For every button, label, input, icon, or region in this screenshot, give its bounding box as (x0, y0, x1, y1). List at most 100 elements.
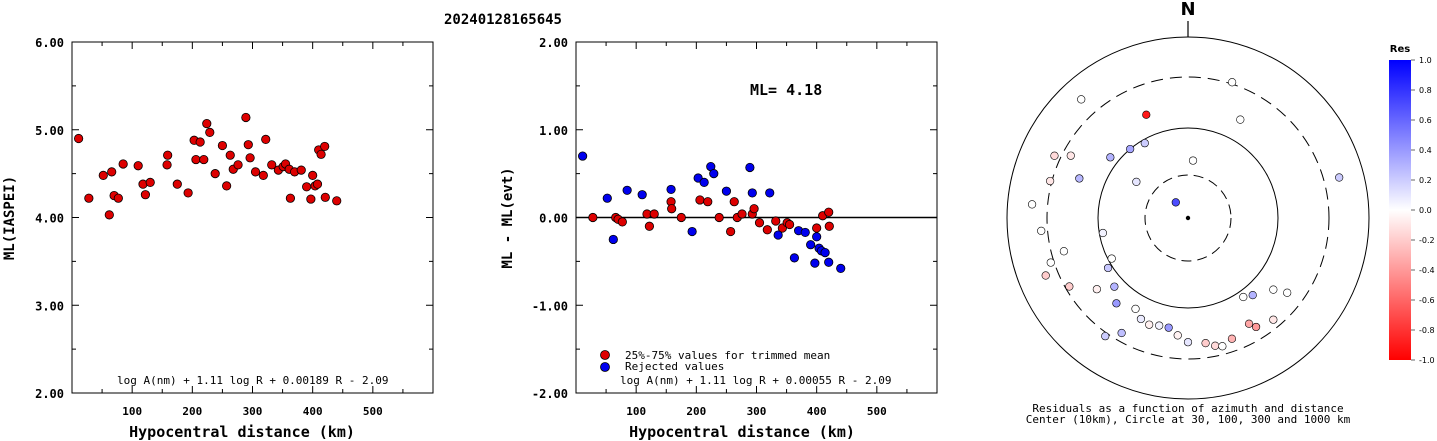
data-point (644, 221, 655, 231)
y-tick-label: 2.00 (539, 36, 568, 50)
colorbar-tick-label: -1.0 (1419, 356, 1435, 365)
station-point (1059, 247, 1068, 256)
data-point (241, 112, 251, 123)
data-point (588, 212, 598, 223)
legend-marker-rejected (600, 362, 610, 372)
ring-100km (1097, 127, 1279, 309)
station-point (1037, 226, 1046, 235)
station-point (1107, 254, 1116, 263)
data-point (250, 167, 261, 177)
rejected-point (820, 248, 830, 258)
p2-ylabel: ML - ML(evt) (500, 167, 516, 268)
station-point (1218, 342, 1227, 351)
north-label: N (1180, 0, 1195, 20)
p2-points (578, 151, 846, 273)
x-tick-label: 300 (747, 405, 767, 418)
p2-xlabel: Hypocentral distance (km) (629, 423, 855, 441)
data-point (676, 212, 686, 223)
ring-300km (1046, 76, 1330, 360)
data-point (162, 160, 172, 170)
station-point (1066, 151, 1075, 160)
panel-ml-iaspei: 100 200 300 400 500 2.00 3.00 4.00 5.00 6.00 log … (2, 36, 434, 441)
data-point (824, 207, 834, 217)
station-point (1164, 323, 1173, 332)
data-point (320, 192, 330, 202)
p2-ml-annotation: ML= 4.18 (750, 81, 822, 99)
data-point (133, 161, 143, 171)
rejected-point (745, 162, 755, 173)
data-point (210, 169, 220, 179)
colorbar-ticks: 1.0 0.8 0.6 0.4 0.2 0.0 -0.2 -0.4 -0.6 -0.8 -1.0 (1411, 56, 1435, 365)
station-point (1244, 319, 1254, 328)
data-point (308, 170, 318, 180)
data-point (726, 226, 736, 237)
station-point (1183, 338, 1193, 347)
station-point (1112, 299, 1121, 308)
rejected-point (721, 186, 732, 196)
figure-title: 20240128165645 (444, 12, 562, 28)
rejected-point (622, 185, 632, 195)
p2-axis-ticks: 100 200 300 400 500 -2.00 -1.00 0.00 1.00 2.00 (532, 36, 937, 418)
rejected-point (789, 253, 800, 263)
station-point (1239, 292, 1248, 302)
station-point (1140, 139, 1149, 148)
y-tick-label: -2.00 (532, 387, 568, 401)
station-point (1101, 332, 1110, 341)
data-point (225, 150, 235, 160)
station-point (1046, 176, 1055, 186)
data-point (202, 119, 212, 129)
x-tick-label: 200 (182, 405, 202, 418)
x-tick-label: 100 (626, 405, 646, 418)
station-point (1106, 153, 1115, 162)
data-point (199, 154, 209, 165)
data-point (172, 179, 182, 189)
colorbar: Res 1.0 0.8 0.6 0.4 0.2 0.0 -0.2 -0.4 -0.6 -0.8 -1… (1389, 44, 1435, 365)
data-point (316, 149, 326, 159)
data-point (617, 217, 627, 227)
data-point (737, 209, 747, 219)
rejected-point (812, 232, 822, 242)
station-point (1145, 320, 1154, 329)
station-point (1041, 271, 1050, 280)
station-point (1117, 328, 1126, 338)
data-point (233, 160, 243, 170)
data-point (74, 133, 84, 144)
polar-caption-line1: Residuals as a function of azimuth and d… (1032, 402, 1343, 415)
rejected-point (666, 184, 676, 195)
data-point (113, 193, 123, 203)
y-tick-label: 1.00 (539, 124, 568, 138)
rejected-point (806, 240, 816, 250)
data-point (267, 160, 277, 170)
station-point (1136, 314, 1146, 324)
station-point (1110, 282, 1119, 291)
rejected-point (765, 188, 775, 198)
data-point (771, 216, 781, 226)
rejected-point (773, 230, 783, 240)
rejected-point (637, 190, 647, 200)
data-point (320, 141, 330, 152)
data-point (217, 140, 228, 151)
station-point (1142, 110, 1151, 119)
rejected-point (810, 258, 820, 268)
station-point (1283, 288, 1292, 297)
y-tick-label: -1.00 (532, 299, 568, 313)
rejected-point (836, 263, 846, 273)
station-point (1188, 156, 1198, 165)
data-point (222, 181, 232, 191)
data-point (754, 218, 765, 228)
data-point (140, 190, 151, 200)
legend-label-rejected: Rejected values (625, 360, 724, 373)
station-point (1171, 198, 1180, 207)
rejected-point (824, 257, 834, 267)
rejected-point (709, 169, 719, 179)
data-point (749, 204, 759, 214)
colorbar-gradient (1389, 60, 1411, 360)
data-point (145, 177, 155, 187)
data-point (762, 225, 772, 235)
station-point (1077, 95, 1086, 104)
legend-label-trimmed: 25%-75% values for trimmed mean (625, 349, 830, 362)
data-point (118, 159, 128, 169)
p1-points (74, 112, 342, 220)
colorbar-tick-label: -0.2 (1419, 236, 1435, 245)
station-point (1132, 177, 1141, 186)
